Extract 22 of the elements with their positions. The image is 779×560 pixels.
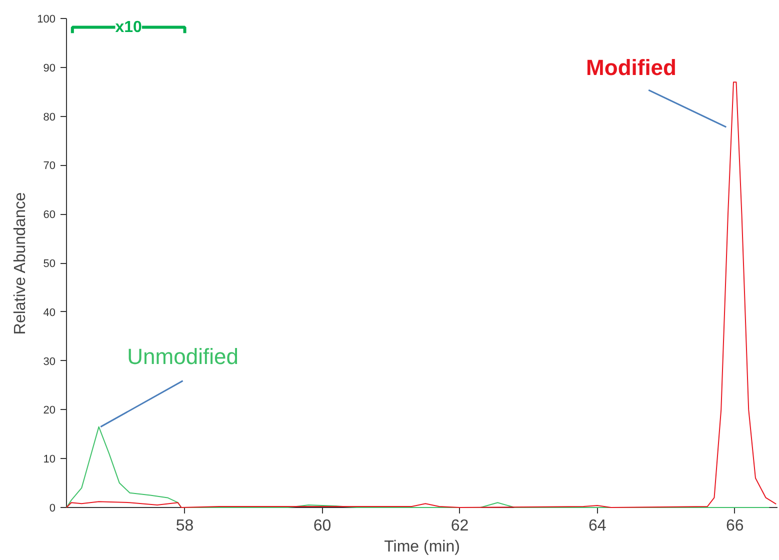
x-tick-label: 64	[588, 518, 606, 534]
y-tick-label: 30	[43, 356, 56, 368]
x-tick-label: 66	[726, 518, 744, 534]
y-tick-label: 10	[43, 454, 56, 466]
y-tick-label: 50	[43, 258, 56, 270]
x-axis-title: Time (min)	[384, 538, 460, 556]
text: Unmodified	[127, 344, 238, 369]
y-tick-label: 0	[49, 502, 56, 514]
y-tick-label: 90	[43, 62, 56, 74]
text: Modified	[586, 55, 676, 80]
annotation: x10	[115, 18, 142, 36]
x-tick-label: 62	[450, 518, 469, 534]
y-tick-label: 60	[43, 209, 56, 222]
y-tick-label: 100	[37, 14, 56, 26]
y-axis-title: Relative Abundance	[12, 192, 30, 335]
y-tick-label: 40	[43, 306, 56, 319]
x-tick-label: 60	[313, 518, 332, 534]
y-tick-label: 80	[43, 111, 56, 124]
y-tick-label: 70	[43, 160, 56, 172]
x-tick-label: 58	[176, 518, 194, 534]
line-series	[66, 426, 770, 508]
y-tick-label: 20	[43, 404, 56, 417]
